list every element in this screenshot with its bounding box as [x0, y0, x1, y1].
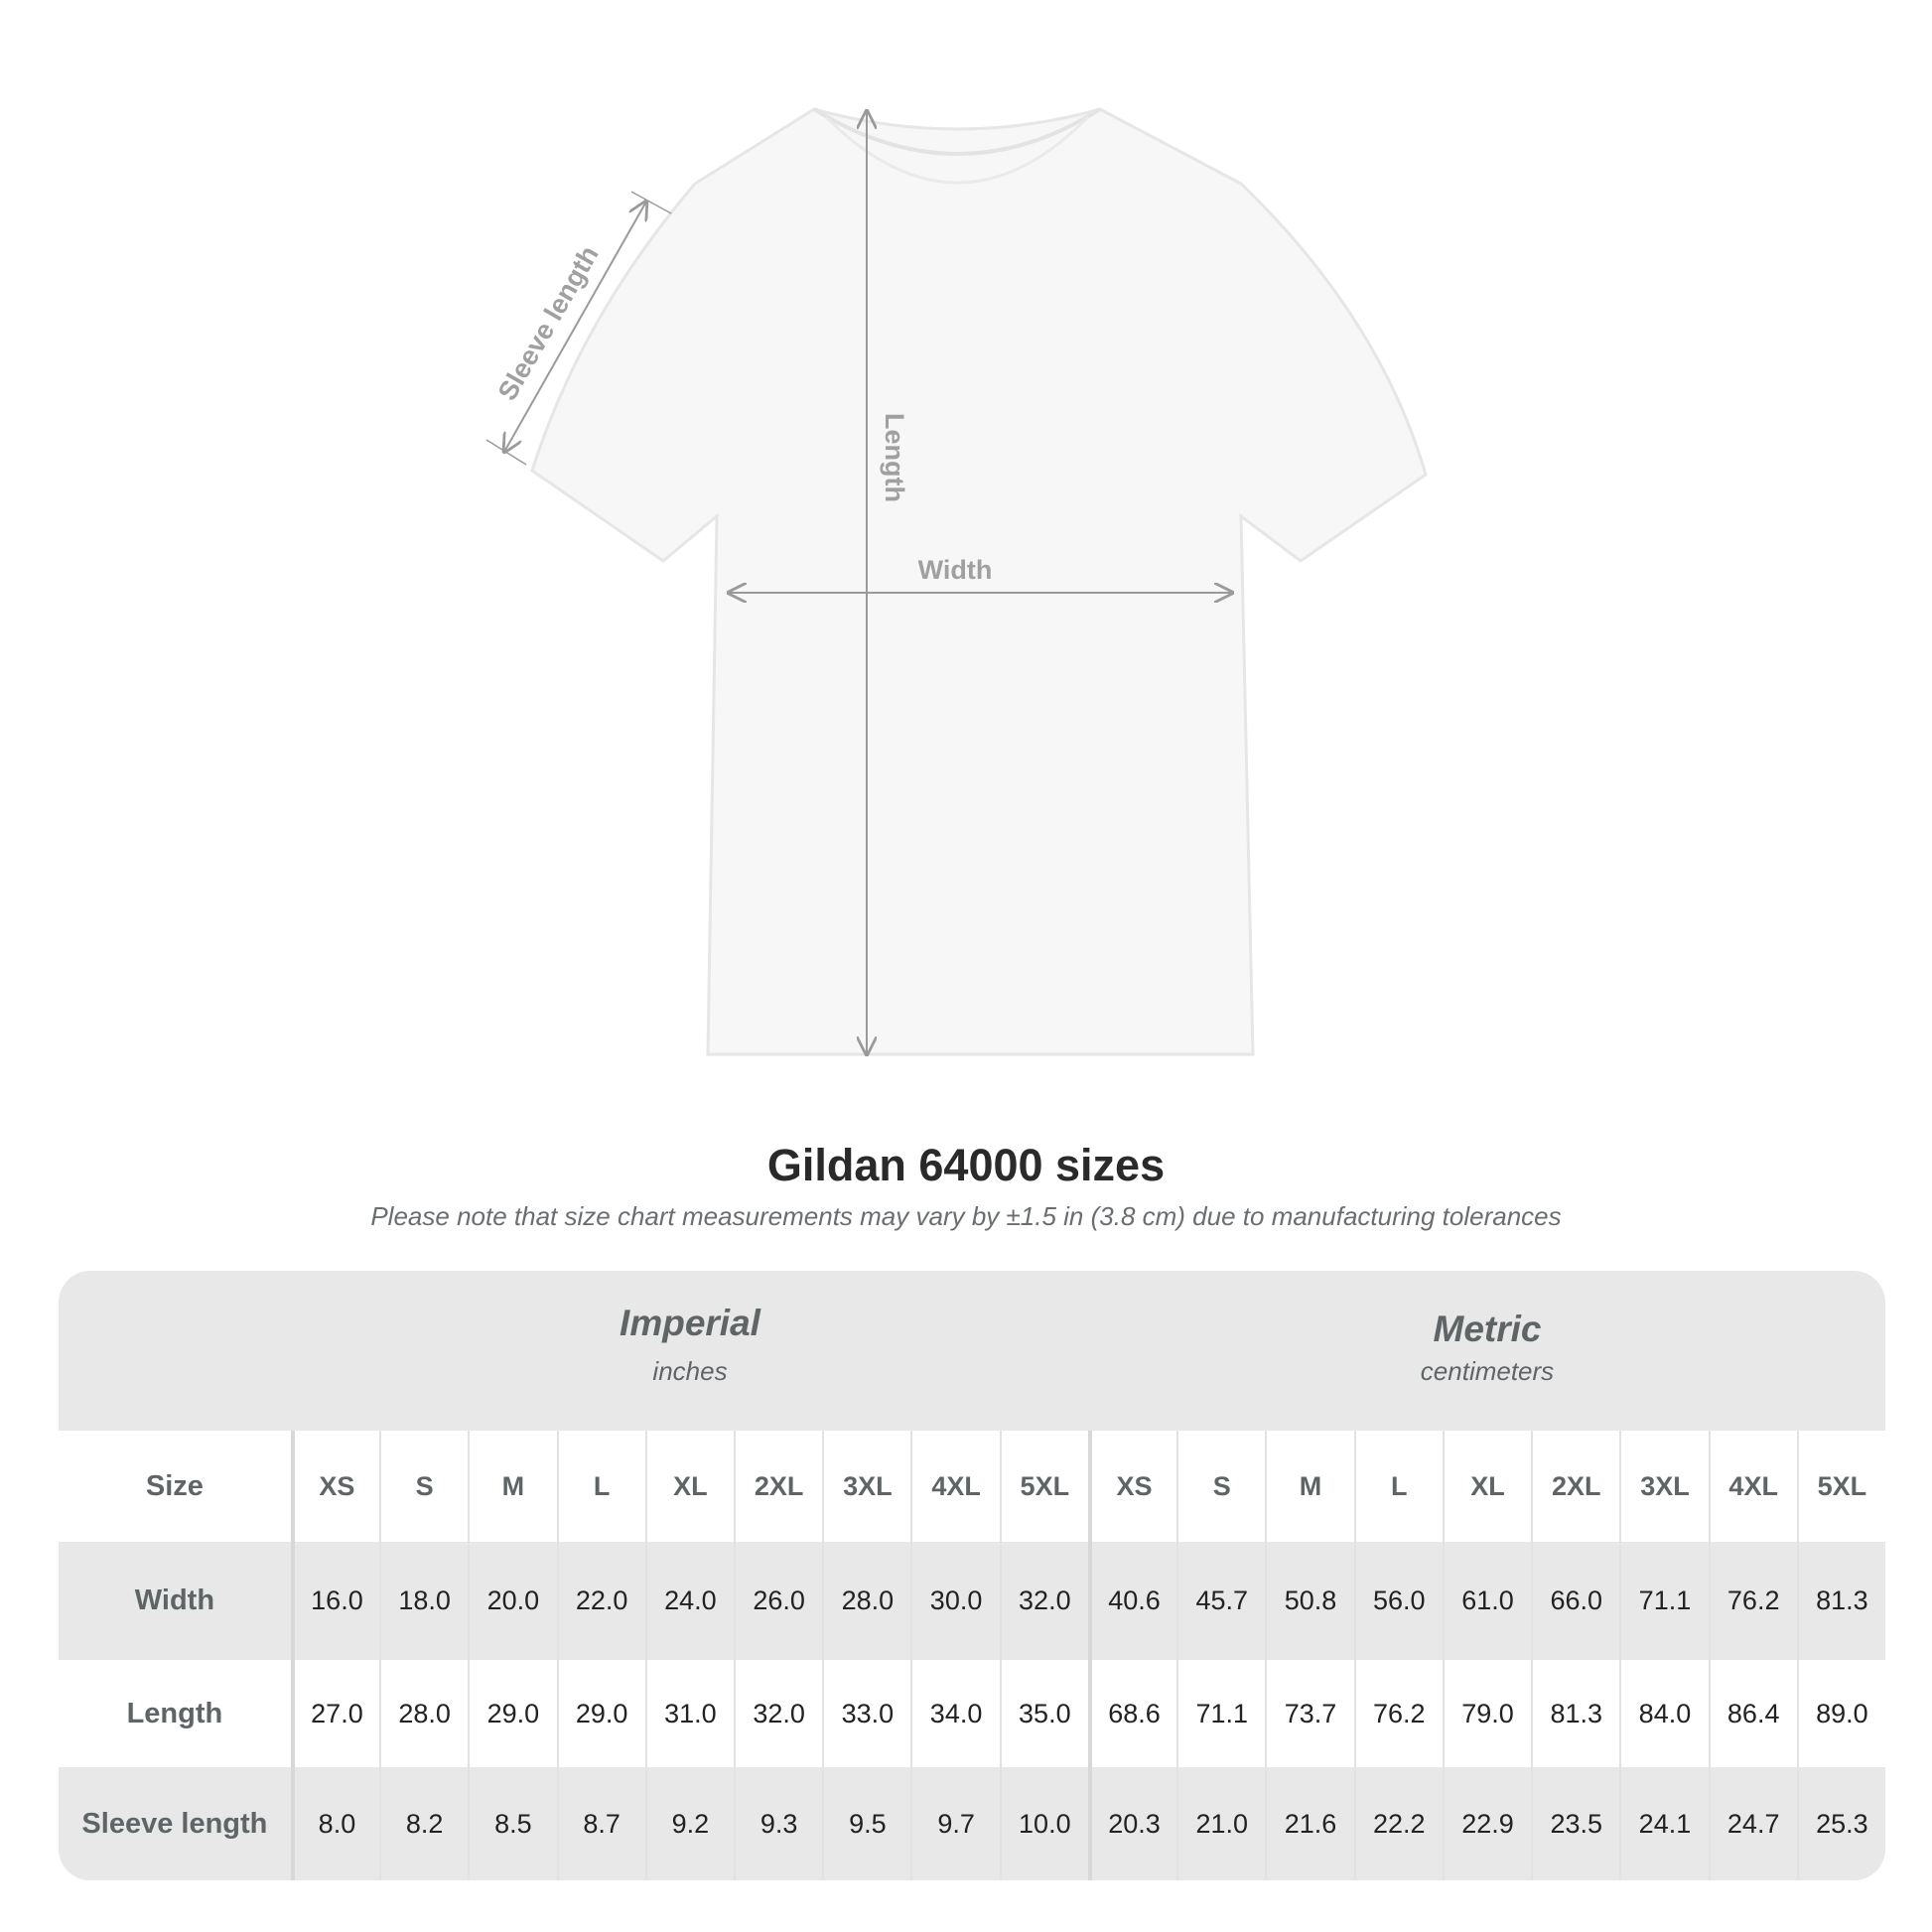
value-cell: 56.0 — [1353, 1542, 1443, 1660]
tshirt-diagram: Length Width Sleeve length — [485, 107, 1428, 1092]
value-cell: 79.0 — [1442, 1660, 1531, 1767]
size-header-cell: 3XL — [822, 1431, 910, 1542]
size-header-cell: XL — [1442, 1431, 1531, 1542]
row-label: Length — [126, 1697, 223, 1729]
size-header-cell: 4XL — [1708, 1431, 1797, 1542]
value-cell: 22.2 — [1353, 1767, 1443, 1880]
value-cell: 8.0 — [290, 1767, 379, 1880]
size-header-cell: 5XL — [1796, 1431, 1885, 1542]
value-cell: 8.5 — [468, 1767, 556, 1880]
value-cell: 73.7 — [1265, 1660, 1353, 1767]
size-header-row: Size XS S M L XL 2XL 3XL 4XL 5XL XS S M L XL 2XL 3XL 4XL 5… — [59, 1431, 1885, 1542]
value-cell: 27.0 — [290, 1660, 379, 1767]
value-cell: 28.0 — [822, 1542, 910, 1660]
value-cell: 22.9 — [1442, 1767, 1531, 1880]
size-header-cell: L — [556, 1431, 645, 1542]
tolerance-note: Please note that size chart measurements… — [370, 1201, 1562, 1231]
value-cell: 66.0 — [1531, 1542, 1619, 1660]
size-header-cell: XS — [290, 1431, 379, 1542]
value-cell: 20.3 — [1087, 1767, 1176, 1880]
value-cell: 33.0 — [822, 1660, 910, 1767]
value-cell: 40.6 — [1087, 1542, 1176, 1660]
value-cell: 26.0 — [734, 1542, 822, 1660]
value-cell: 71.1 — [1619, 1542, 1708, 1660]
size-header-cell: XL — [644, 1431, 734, 1542]
length-label: Length — [880, 413, 909, 502]
value-cell: 34.0 — [910, 1660, 999, 1767]
value-cell: 28.0 — [379, 1660, 468, 1767]
value-cell: 30.0 — [910, 1542, 999, 1660]
size-header-cell: 5XL — [999, 1431, 1088, 1542]
imperial-header: Imperial inches — [291, 1271, 1089, 1431]
size-header-cell: S — [1176, 1431, 1265, 1542]
value-cell: 18.0 — [379, 1542, 468, 1660]
value-cell: 76.2 — [1708, 1542, 1797, 1660]
row-label: Size — [145, 1469, 204, 1502]
size-header-cell: M — [1265, 1431, 1353, 1542]
size-header-cell: S — [379, 1431, 468, 1542]
value-cell: 89.0 — [1796, 1660, 1885, 1767]
value-cell: 9.7 — [910, 1767, 999, 1880]
value-cell: 29.0 — [468, 1660, 556, 1767]
metric-title: Metric — [1433, 1309, 1542, 1349]
value-cell: 35.0 — [999, 1660, 1088, 1767]
value-cell: 76.2 — [1353, 1660, 1443, 1767]
value-cell: 84.0 — [1619, 1660, 1708, 1767]
value-cell: 24.7 — [1708, 1767, 1797, 1880]
value-cell: 8.7 — [556, 1767, 645, 1880]
value-cell: 86.4 — [1708, 1660, 1797, 1767]
value-cell: 23.5 — [1531, 1767, 1619, 1880]
metric-header: Metric centimeters — [1089, 1271, 1885, 1431]
imperial-title: Imperial — [620, 1303, 760, 1343]
value-cell: 9.2 — [644, 1767, 734, 1880]
size-header-cell: M — [468, 1431, 556, 1542]
value-cell: 25.3 — [1796, 1767, 1885, 1880]
row-label: Sleeve length — [81, 1807, 268, 1840]
value-cell: 32.0 — [734, 1660, 822, 1767]
row-label: Width — [134, 1585, 215, 1616]
value-cell: 45.7 — [1176, 1542, 1265, 1660]
value-cell: 68.6 — [1087, 1660, 1176, 1767]
value-cell: 24.0 — [644, 1542, 734, 1660]
sleeve-arrow — [504, 202, 646, 452]
value-cell: 61.0 — [1442, 1542, 1531, 1660]
size-header-cell: XS — [1087, 1431, 1176, 1542]
size-header-cell: 3XL — [1619, 1431, 1708, 1542]
value-cell: 31.0 — [644, 1660, 734, 1767]
value-cell: 24.1 — [1619, 1767, 1708, 1880]
size-table: Imperial inches Metric centimeters Size X… — [59, 1271, 1885, 1880]
value-cell: 32.0 — [999, 1542, 1088, 1660]
value-cell: 21.6 — [1265, 1767, 1353, 1880]
size-header-cell: L — [1353, 1431, 1443, 1542]
value-cell: 29.0 — [556, 1660, 645, 1767]
value-cell: 20.0 — [468, 1542, 556, 1660]
value-cell: 8.2 — [379, 1767, 468, 1880]
size-header-cell: 4XL — [910, 1431, 999, 1542]
value-cell: 81.3 — [1531, 1660, 1619, 1767]
width-label: Width — [918, 555, 993, 585]
table-row: Sleeve length 8.0 8.2 8.5 8.7 9.2 9.3 9.5 9.7 10.… — [59, 1767, 1885, 1880]
value-cell: 71.1 — [1176, 1660, 1265, 1767]
size-header-cell: 2XL — [734, 1431, 822, 1542]
value-cell: 22.0 — [556, 1542, 645, 1660]
page-title: Gildan 64000 sizes — [766, 1140, 1166, 1190]
value-cell: 50.8 — [1265, 1542, 1353, 1660]
value-cell: 10.0 — [999, 1767, 1088, 1880]
value-cell: 9.5 — [822, 1767, 910, 1880]
imperial-unit: inches — [652, 1356, 728, 1386]
table-row: Length 27.0 28.0 29.0 29.0 31.0 32.0 33.0 34.0 35… — [59, 1660, 1885, 1767]
metric-unit: centimeters — [1420, 1356, 1555, 1386]
size-header-cell: 2XL — [1531, 1431, 1619, 1542]
value-cell: 16.0 — [290, 1542, 379, 1660]
value-cell: 9.3 — [734, 1767, 822, 1880]
value-cell: 81.3 — [1796, 1542, 1885, 1660]
value-cell: 21.0 — [1176, 1767, 1265, 1880]
table-row: Width 16.0 18.0 20.0 22.0 24.0 26.0 28.0 30.0 32.… — [59, 1542, 1885, 1660]
